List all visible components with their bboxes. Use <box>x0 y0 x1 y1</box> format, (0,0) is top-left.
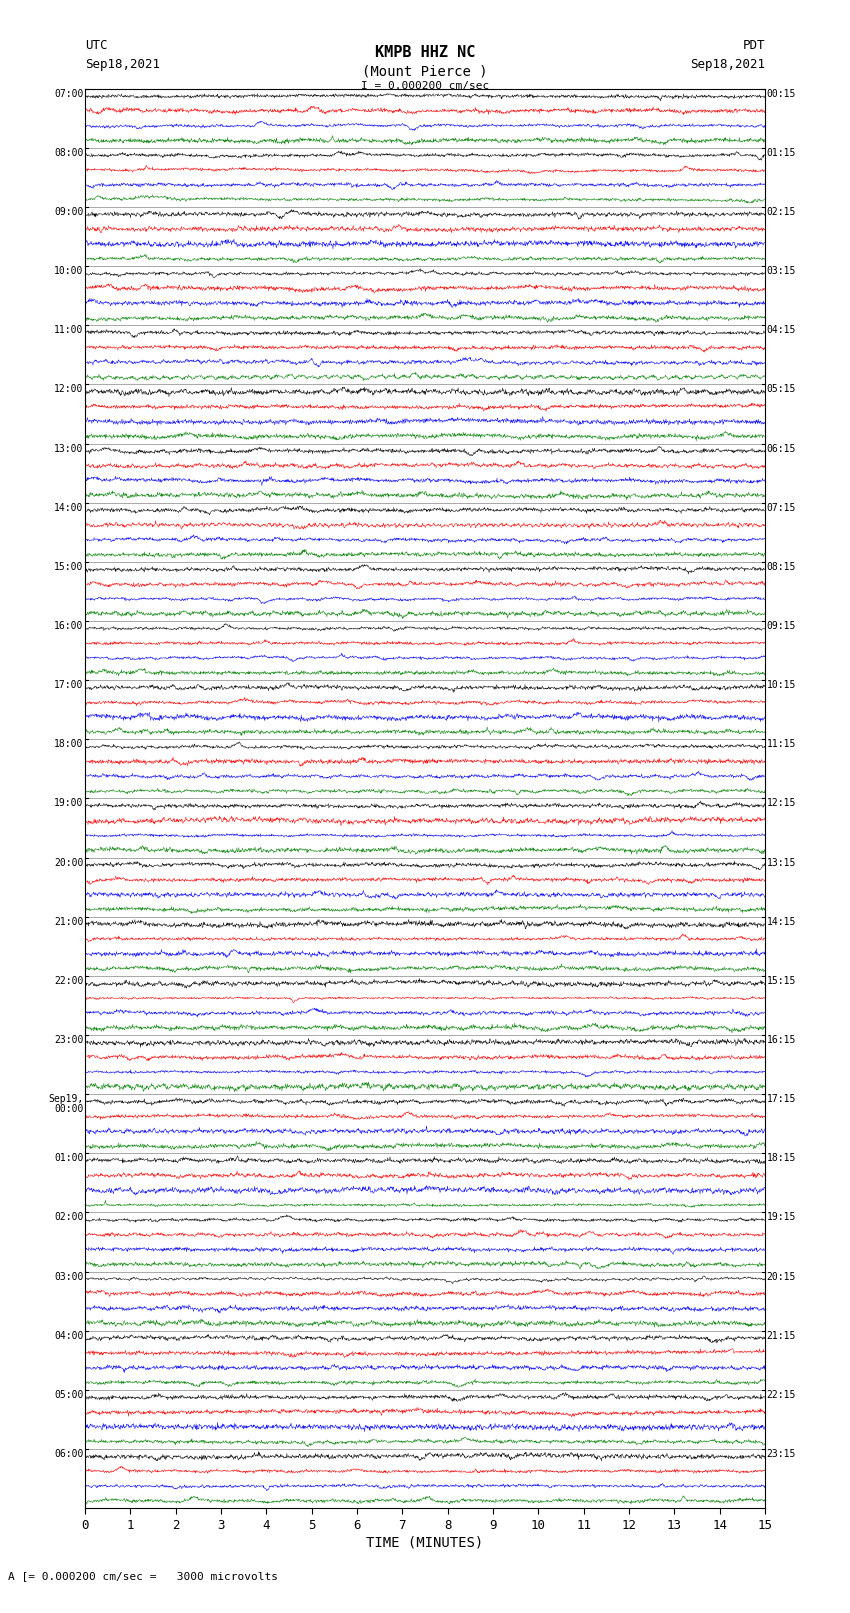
Text: 16:15: 16:15 <box>767 1036 796 1045</box>
Text: 19:15: 19:15 <box>767 1213 796 1223</box>
Text: KMPB HHZ NC: KMPB HHZ NC <box>375 45 475 60</box>
Text: 22:15: 22:15 <box>767 1390 796 1400</box>
Text: 15:00: 15:00 <box>54 561 83 573</box>
Text: 18:15: 18:15 <box>767 1153 796 1163</box>
Text: A [= 0.000200 cm/sec =   3000 microvolts: A [= 0.000200 cm/sec = 3000 microvolts <box>8 1571 279 1581</box>
X-axis label: TIME (MINUTES): TIME (MINUTES) <box>366 1536 484 1550</box>
Text: 21:00: 21:00 <box>54 916 83 927</box>
Text: PDT: PDT <box>743 39 765 52</box>
Text: 07:15: 07:15 <box>767 503 796 513</box>
Text: 00:15: 00:15 <box>767 89 796 98</box>
Text: 04:15: 04:15 <box>767 326 796 336</box>
Text: 08:15: 08:15 <box>767 561 796 573</box>
Text: 11:00: 11:00 <box>54 326 83 336</box>
Text: 11:15: 11:15 <box>767 739 796 750</box>
Text: 02:00: 02:00 <box>54 1213 83 1223</box>
Text: 20:00: 20:00 <box>54 858 83 868</box>
Text: 02:15: 02:15 <box>767 206 796 218</box>
Text: 03:00: 03:00 <box>54 1271 83 1282</box>
Text: 18:00: 18:00 <box>54 739 83 750</box>
Text: 01:00: 01:00 <box>54 1153 83 1163</box>
Text: 13:15: 13:15 <box>767 858 796 868</box>
Text: 17:00: 17:00 <box>54 681 83 690</box>
Text: 04:00: 04:00 <box>54 1331 83 1340</box>
Text: 07:00: 07:00 <box>54 89 83 98</box>
Text: Sep18,2021: Sep18,2021 <box>85 58 160 71</box>
Text: 08:00: 08:00 <box>54 148 83 158</box>
Text: 12:15: 12:15 <box>767 798 796 808</box>
Text: Sep19,
00:00: Sep19, 00:00 <box>48 1094 83 1115</box>
Text: I = 0.000200 cm/sec: I = 0.000200 cm/sec <box>361 81 489 90</box>
Text: 06:15: 06:15 <box>767 444 796 453</box>
Text: 10:15: 10:15 <box>767 681 796 690</box>
Text: (Mount Pierce ): (Mount Pierce ) <box>362 65 488 79</box>
Text: 03:15: 03:15 <box>767 266 796 276</box>
Text: 10:00: 10:00 <box>54 266 83 276</box>
Text: 05:15: 05:15 <box>767 384 796 395</box>
Text: 17:15: 17:15 <box>767 1094 796 1105</box>
Text: 16:00: 16:00 <box>54 621 83 631</box>
Text: 23:15: 23:15 <box>767 1448 796 1460</box>
Text: 12:00: 12:00 <box>54 384 83 395</box>
Text: 19:00: 19:00 <box>54 798 83 808</box>
Text: 01:15: 01:15 <box>767 148 796 158</box>
Text: 06:00: 06:00 <box>54 1448 83 1460</box>
Text: 21:15: 21:15 <box>767 1331 796 1340</box>
Text: 15:15: 15:15 <box>767 976 796 986</box>
Text: 20:15: 20:15 <box>767 1271 796 1282</box>
Text: 05:00: 05:00 <box>54 1390 83 1400</box>
Text: 23:00: 23:00 <box>54 1036 83 1045</box>
Text: 14:00: 14:00 <box>54 503 83 513</box>
Text: 22:00: 22:00 <box>54 976 83 986</box>
Text: 14:15: 14:15 <box>767 916 796 927</box>
Text: 09:00: 09:00 <box>54 206 83 218</box>
Text: 13:00: 13:00 <box>54 444 83 453</box>
Text: 09:15: 09:15 <box>767 621 796 631</box>
Text: UTC: UTC <box>85 39 107 52</box>
Text: Sep18,2021: Sep18,2021 <box>690 58 765 71</box>
